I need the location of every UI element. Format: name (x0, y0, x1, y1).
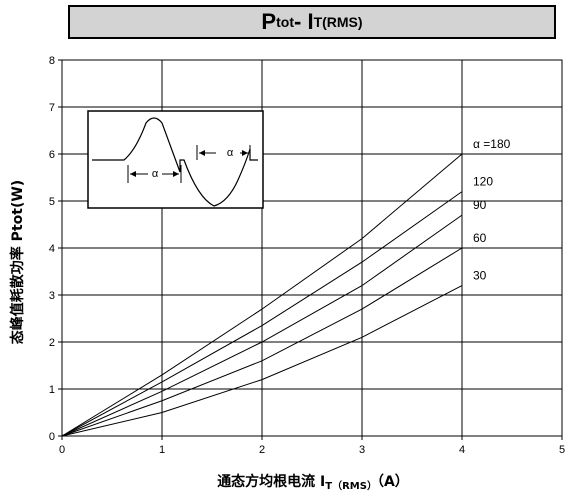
x-tick-label-5: 5 (559, 444, 565, 456)
y-tick-label-7: 7 (49, 102, 55, 114)
series-line-0 (61, 153, 463, 437)
series-line-2 (61, 214, 463, 437)
y-tick-label-6: 6 (49, 149, 55, 161)
x-axis-label: 通态方均根电流 IT（RMS）（A） (217, 473, 409, 492)
inset-alpha-1: α (152, 168, 159, 180)
series-label-2: 90 (473, 198, 487, 212)
y-axis-label: 态峰值耗散功率 Ptot(W) (9, 180, 26, 344)
y-tick-label-1: 1 (49, 384, 55, 396)
series-label-4: 30 (473, 269, 487, 283)
y-tick-label-2: 2 (49, 337, 55, 349)
x-tick-label-1: 1 (159, 444, 165, 456)
y-tick-label-3: 3 (49, 290, 55, 302)
y-tick-label-5: 5 (49, 196, 55, 208)
title-i-sub: T(RMS) (313, 14, 363, 30)
series-label-1: 120 (473, 175, 493, 189)
axes (58, 59, 563, 440)
series-line-3 (61, 247, 463, 437)
tick-labels: 0 1 2 3 4 5 0 1 2 3 4 5 6 7 8 (49, 55, 565, 456)
title-main: P (261, 9, 277, 34)
inset-arrowhead-left2 (199, 150, 205, 156)
x-axis-label-text: 通态方均根电流 I (217, 473, 325, 490)
inset-arrowhead-right (173, 171, 179, 177)
series-label-0: α =180 (473, 137, 511, 151)
inset-alpha-2: α (227, 147, 234, 159)
y-tick-label-8: 8 (49, 55, 55, 67)
series-labels: α =180 120 90 60 30 (473, 137, 511, 283)
series-line-1 (61, 191, 463, 437)
y-tick-label-0: 0 (49, 431, 55, 443)
series-lines (61, 153, 463, 437)
y-tick-label-4: 4 (49, 243, 55, 255)
inset-arrowhead-right2 (242, 150, 248, 156)
x-tick-label-2: 2 (259, 444, 265, 456)
inset-waveform-diagram: α α (87, 110, 264, 209)
x-tick-label-4: 4 (459, 444, 465, 456)
inset-waveform (92, 117, 258, 207)
title-main-sub: tot (276, 14, 294, 30)
title-sep: - I (294, 9, 314, 34)
series-line-4 (61, 285, 463, 437)
x-axis-label-tail: （A） (377, 474, 409, 490)
x-tick-label-0: 0 (59, 444, 65, 456)
series-label-3: 60 (473, 231, 487, 245)
inset-arrowhead-left (130, 171, 136, 177)
x-tick-label-3: 3 (359, 444, 365, 456)
x-axis-label-sub: T（RMS） (325, 479, 377, 492)
